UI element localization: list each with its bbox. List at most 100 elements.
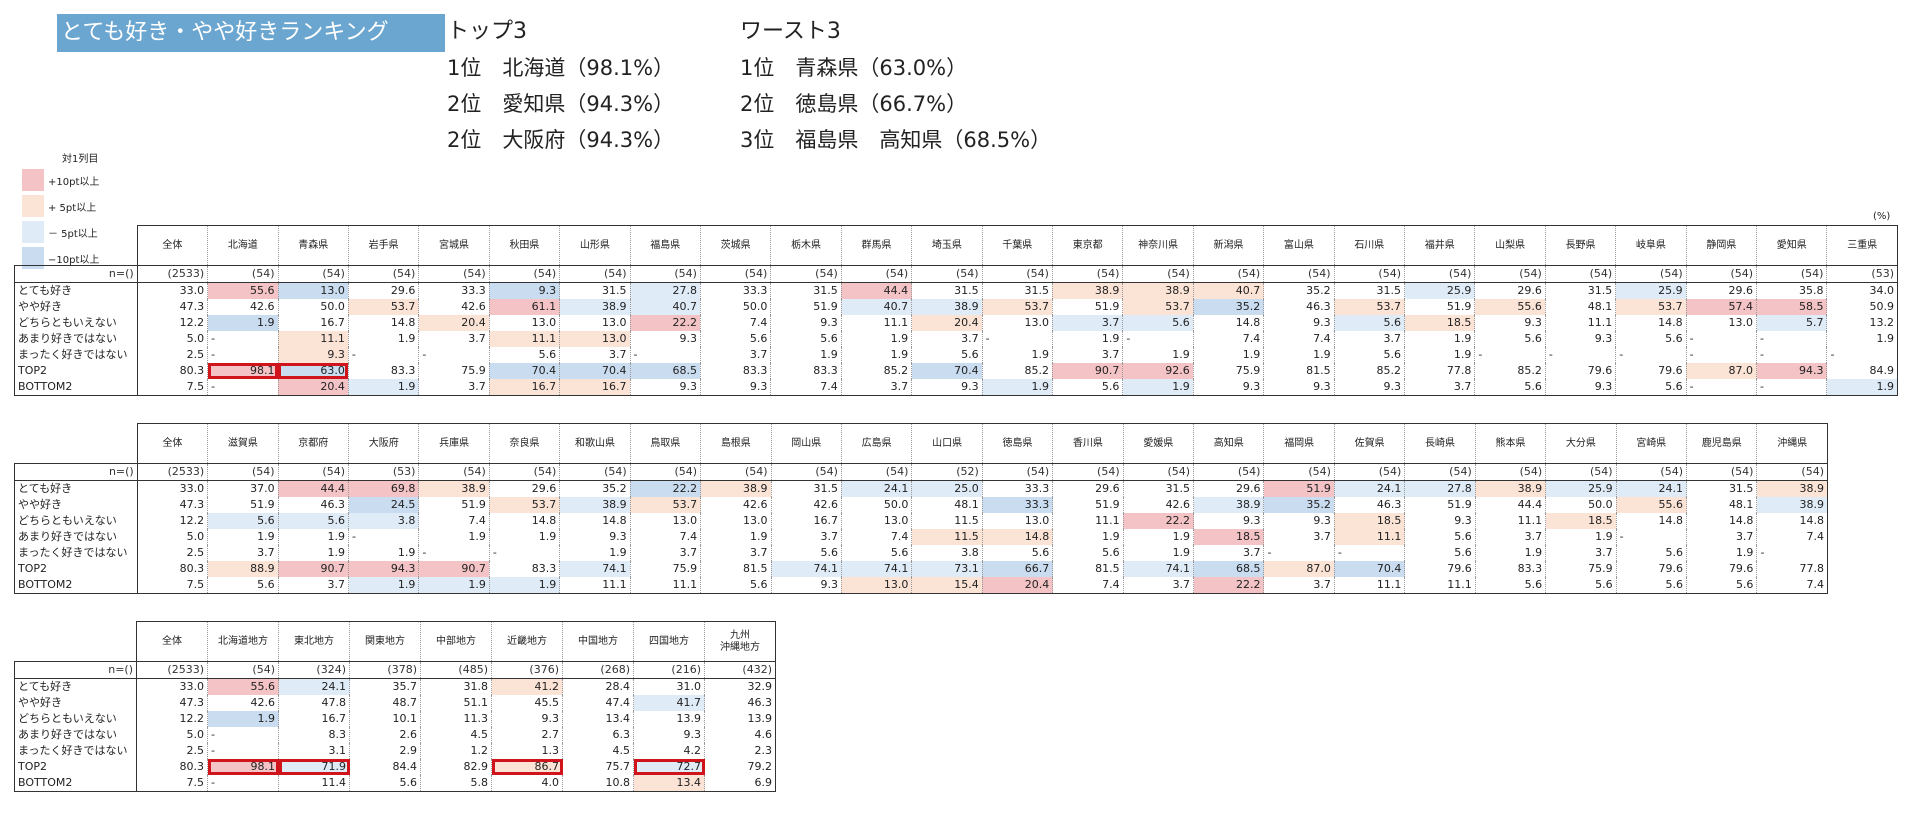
- value-cell: 41.7: [633, 695, 705, 711]
- value-cell: 16.7: [559, 379, 631, 396]
- value-cell: 5.6: [1615, 577, 1687, 594]
- value-cell: 28.4: [562, 678, 634, 695]
- value-cell: 9.3: [629, 331, 701, 347]
- value-cell: 33.0: [136, 282, 208, 299]
- value-cell: 9.3: [629, 379, 701, 396]
- value-cell: -: [981, 331, 1053, 347]
- value-cell: 38.9: [559, 299, 631, 315]
- value-cell: 3.7: [559, 347, 631, 363]
- value-cell: 22.2: [629, 480, 701, 497]
- value-cell: 1.9: [1052, 529, 1124, 545]
- value-cell: 38.9: [700, 480, 772, 497]
- sample-size-cell: (54): [1122, 463, 1194, 481]
- sample-size-cell: (54): [1122, 265, 1194, 283]
- sample-size-cell: (54): [347, 265, 419, 283]
- value-cell: 83.3: [1474, 561, 1546, 577]
- value-cell: 3.7: [911, 331, 983, 347]
- value-cell: 3.8: [911, 545, 983, 561]
- value-cell: 13.0: [559, 315, 631, 331]
- value-cell: 53.7: [981, 299, 1053, 315]
- row-label: とても好き: [14, 282, 138, 299]
- value-cell: 31.8: [420, 678, 492, 695]
- value-cell: 13.0: [981, 315, 1053, 331]
- value-cell: 38.9: [1051, 282, 1123, 299]
- value-cell: 41.2: [491, 678, 563, 695]
- value-cell: 5.6: [1686, 577, 1757, 594]
- value-cell: 71.9: [278, 759, 350, 775]
- value-cell: 7.4: [629, 529, 701, 545]
- value-cell: 9.3: [1263, 513, 1335, 529]
- column-header: 全体: [136, 423, 208, 464]
- value-cell: -: [1756, 545, 1828, 561]
- value-cell: 1.9: [1263, 347, 1335, 363]
- legend-label: + 5pt以上: [48, 202, 97, 214]
- value-cell: 68.5: [1193, 561, 1264, 577]
- value-cell: 50.0: [277, 299, 349, 315]
- value-cell: 18.5: [1404, 315, 1475, 331]
- value-cell: -: [1756, 331, 1827, 347]
- value-cell: 5.6: [911, 347, 983, 363]
- value-cell: 46.3: [277, 497, 349, 513]
- value-cell: 51.1: [420, 695, 492, 711]
- value-cell: 81.5: [1052, 561, 1124, 577]
- value-cell: 13.9: [633, 711, 705, 727]
- header-corner: [14, 423, 138, 464]
- column-header: 近畿地方: [491, 621, 563, 662]
- row-label: TOP2: [14, 759, 137, 775]
- column-header: 青森県: [277, 225, 349, 266]
- value-cell: 48.1: [1686, 497, 1757, 513]
- value-cell: 5.6: [700, 577, 772, 594]
- value-cell: 79.6: [1686, 561, 1757, 577]
- row-label: あまり好きではない: [14, 529, 138, 545]
- value-cell: 68.5: [629, 363, 701, 379]
- value-cell: 77.8: [1404, 363, 1475, 379]
- value-cell: 9.3: [1544, 379, 1616, 396]
- value-cell: 29.6: [347, 282, 419, 299]
- value-cell: 53.7: [1333, 299, 1405, 315]
- value-cell: 24.1: [1615, 480, 1687, 497]
- legend-item: + 5pt以上: [22, 193, 99, 219]
- sample-size-cell: (54): [1756, 463, 1828, 481]
- value-cell: 5.6: [207, 513, 279, 529]
- column-header: 新潟県: [1192, 225, 1264, 266]
- row-label: あまり好きではない: [14, 331, 138, 347]
- value-cell: 75.9: [418, 363, 490, 379]
- value-cell: -: [629, 347, 701, 363]
- value-cell: 79.2: [704, 759, 776, 775]
- value-cell: 5.6: [349, 775, 421, 792]
- value-cell: 5.6: [1545, 577, 1617, 594]
- region-table: 全体 北海道地方 東北地方 関東地方 中部地方 近畿地方 中国地方 四国地方 九州 沖縄地方 n=…: [14, 621, 776, 792]
- value-cell: 79.6: [1615, 363, 1687, 379]
- value-cell: 11.1: [629, 577, 701, 594]
- value-cell: 1.3: [491, 743, 563, 759]
- value-cell: 5.6: [277, 513, 349, 529]
- value-cell: 75.9: [1192, 363, 1264, 379]
- value-cell: 5.6: [1474, 379, 1546, 396]
- value-cell: 14.8: [347, 315, 419, 331]
- value-cell: 1.9: [277, 529, 349, 545]
- row-label-n: n=(): [14, 661, 137, 679]
- value-cell: -: [488, 545, 560, 561]
- value-cell: 1.9: [347, 545, 419, 561]
- column-header: 広島県: [840, 423, 912, 464]
- value-cell: 44.4: [840, 282, 912, 299]
- worst3-line: 3位 福島県 高知県（68.5%）: [740, 128, 1052, 152]
- value-cell: 80.3: [136, 759, 208, 775]
- value-cell: 11.4: [278, 775, 350, 792]
- value-cell: 11.1: [1052, 513, 1124, 529]
- value-cell: 1.9: [207, 529, 279, 545]
- value-cell: 7.4: [699, 315, 771, 331]
- column-header: 秋田県: [488, 225, 560, 266]
- value-cell: 32.9: [704, 678, 776, 695]
- value-cell: 7.4: [770, 379, 842, 396]
- value-cell: 1.9: [347, 331, 419, 347]
- value-cell: 3.7: [770, 529, 842, 545]
- row-label: まったく好きではない: [14, 743, 137, 759]
- row-label: やや好き: [14, 497, 138, 513]
- value-cell: 3.7: [418, 379, 490, 396]
- value-cell: 9.3: [1193, 513, 1264, 529]
- value-cell: 29.6: [1193, 480, 1264, 497]
- value-cell: 1.9: [1051, 331, 1123, 347]
- value-cell: 27.8: [629, 282, 701, 299]
- column-header: 佐賀県: [1333, 423, 1405, 464]
